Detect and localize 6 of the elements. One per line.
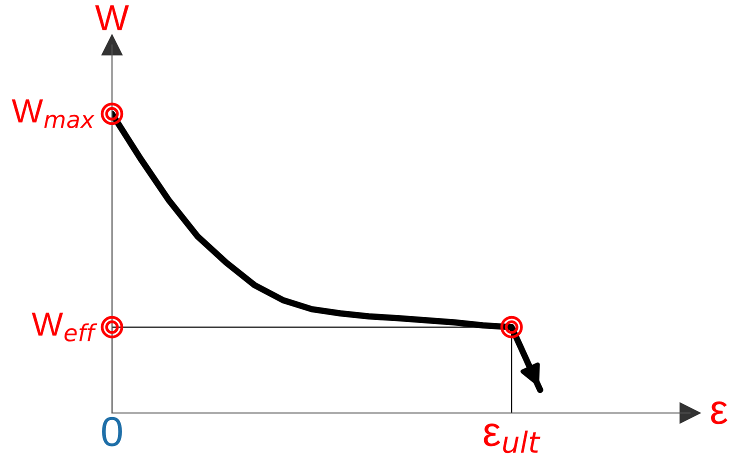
x-axis-title: ε (711, 401, 728, 424)
annotation: W$_{max}$ (12, 99, 94, 128)
annotation: W$_{eff}$ (32, 312, 98, 342)
y-axis-title: W (95, 5, 129, 30)
x-tick-label: ε$_{ult}$ (484, 423, 540, 454)
x-tick-label: 0 (102, 416, 122, 446)
